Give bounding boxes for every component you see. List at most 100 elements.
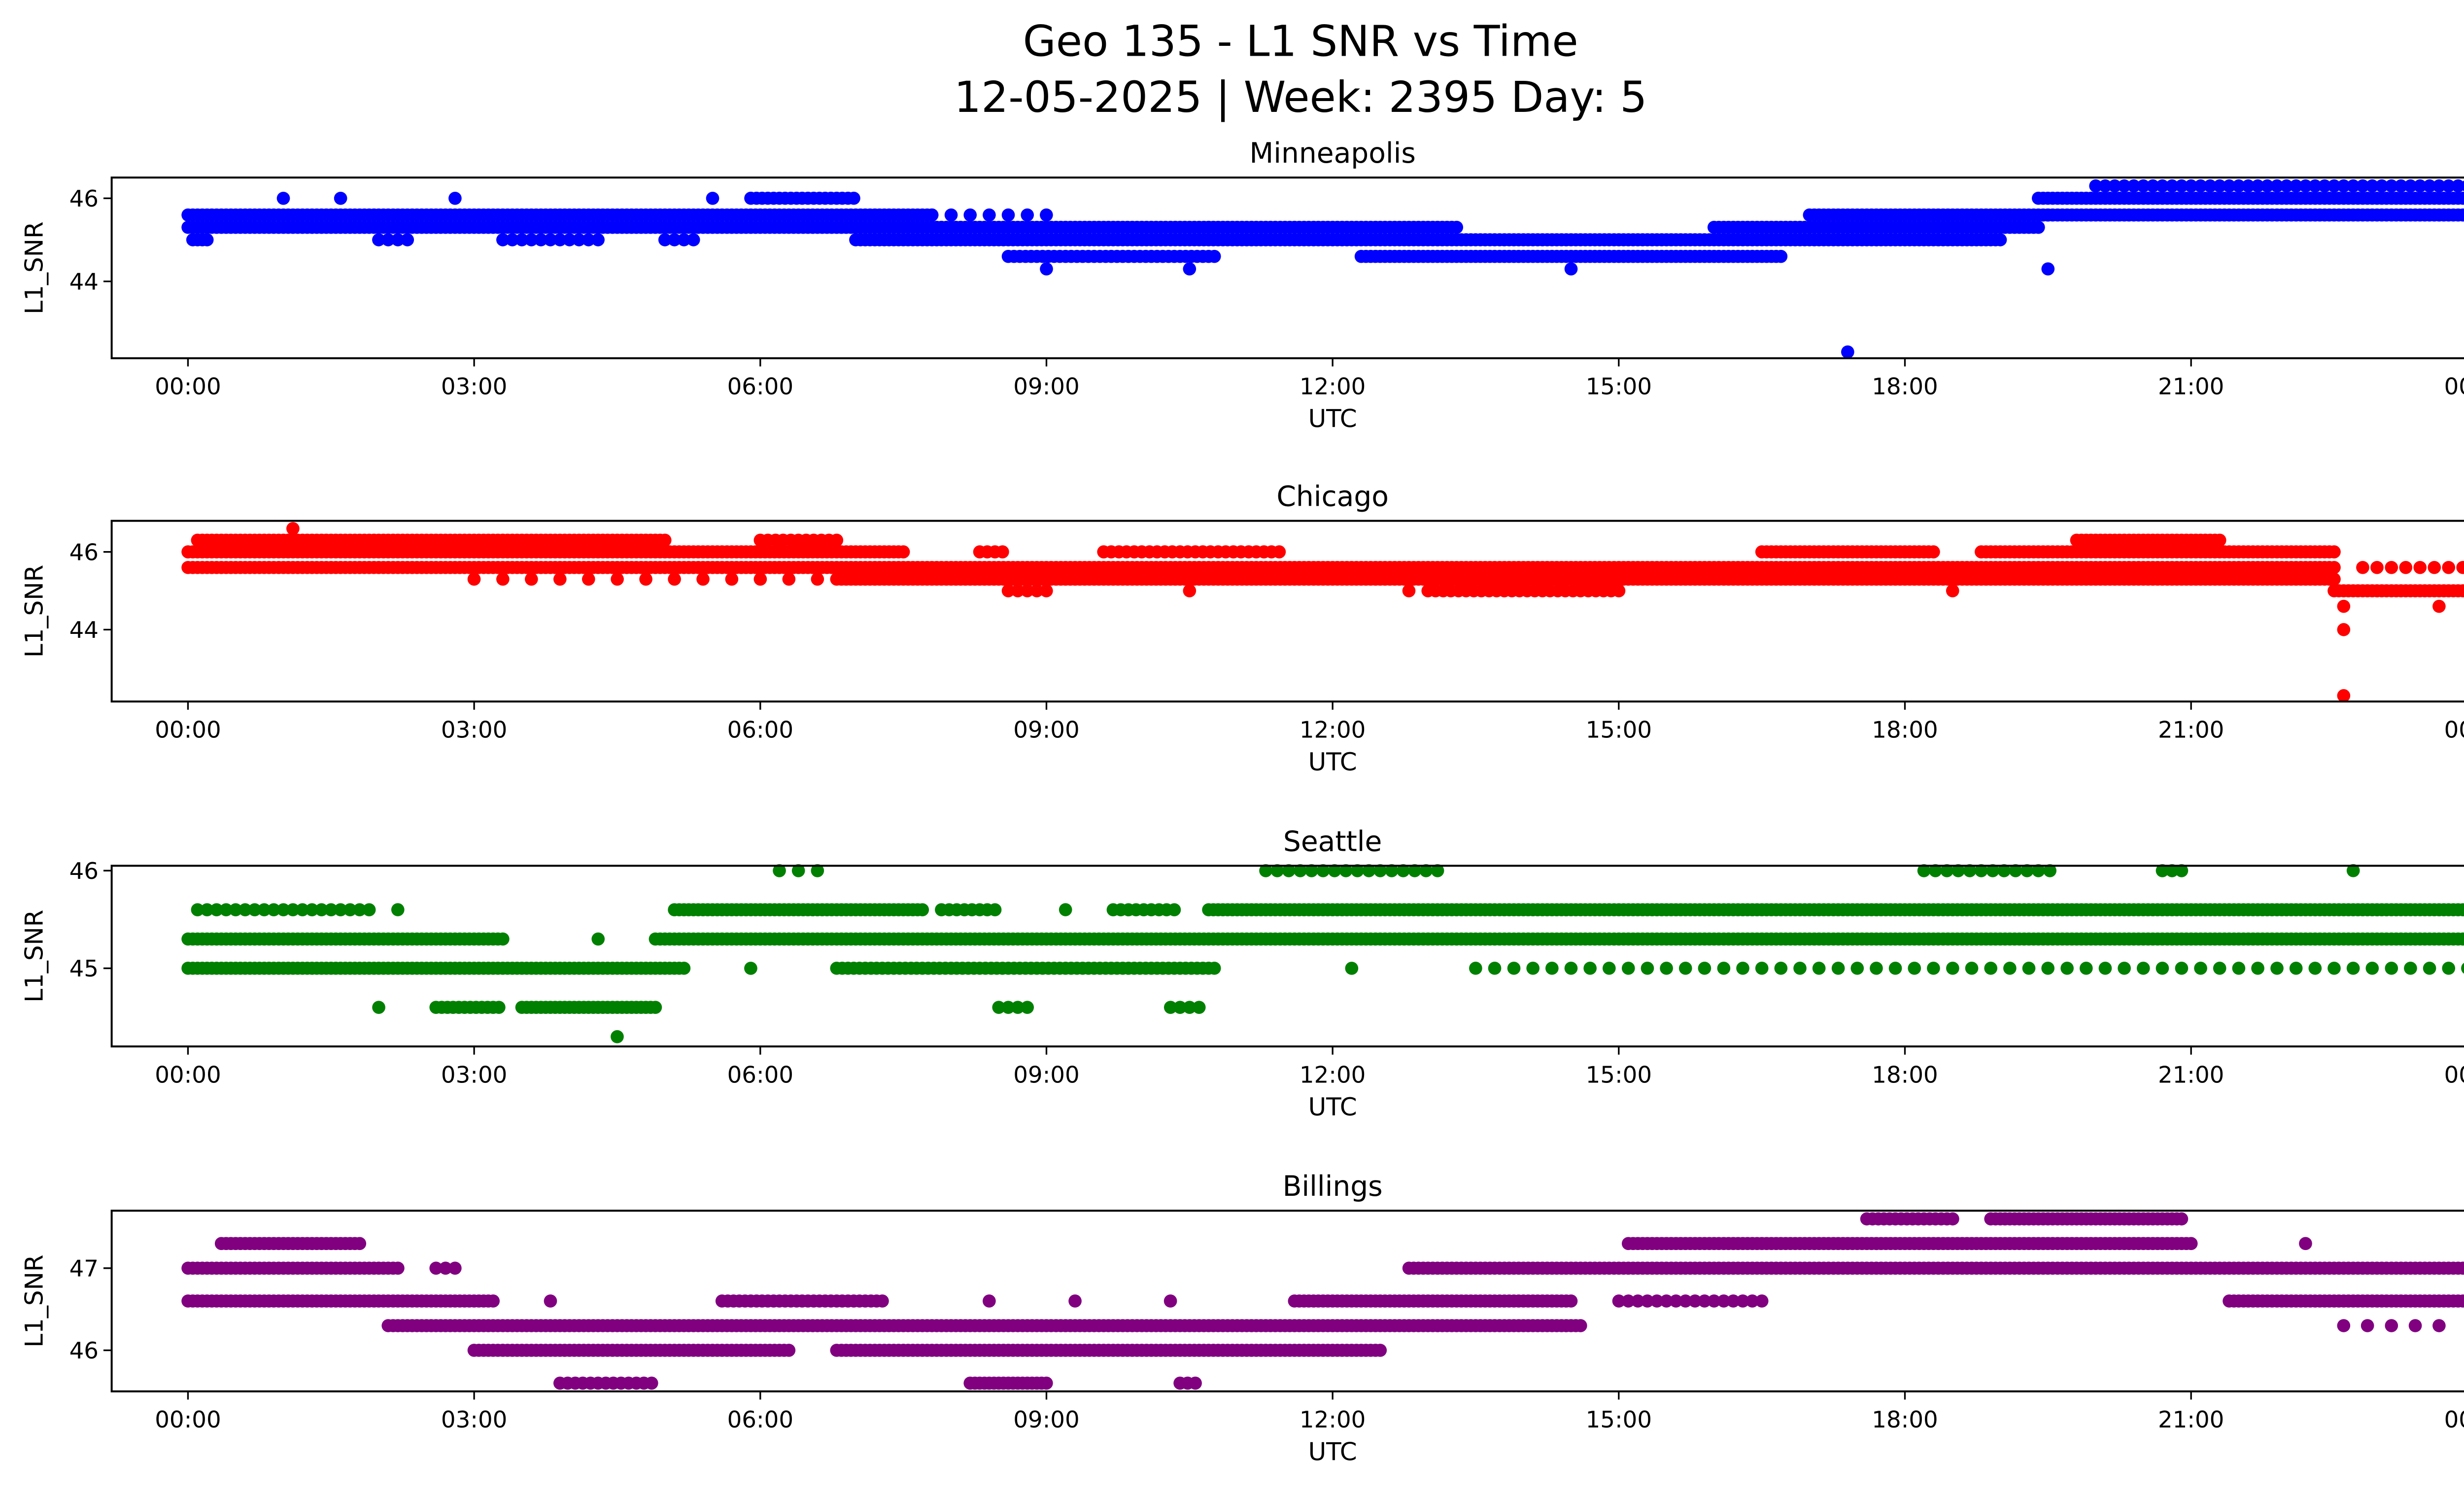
data-point <box>2194 179 2207 193</box>
x-axis-label: UTC <box>1308 1438 1357 1466</box>
data-point <box>2423 179 2436 193</box>
data-point <box>668 572 681 586</box>
data-point <box>611 572 624 586</box>
data-point <box>1450 220 1464 234</box>
data-point <box>658 533 672 547</box>
data-point <box>391 233 405 246</box>
data-point <box>782 572 796 586</box>
data-point <box>677 233 691 246</box>
data-point <box>1001 208 1015 222</box>
data-point <box>1984 962 1998 975</box>
data-point <box>1774 249 1788 263</box>
data-point <box>988 903 1002 917</box>
data-point <box>996 545 1009 558</box>
data-point <box>1688 1294 1702 1308</box>
data-point <box>1316 864 1330 877</box>
data-point <box>200 903 214 917</box>
data-point <box>1328 864 1341 877</box>
data-point <box>2241 179 2255 193</box>
data-point <box>1373 864 1387 877</box>
data-point <box>1564 1294 1578 1308</box>
outlier-point <box>334 192 347 205</box>
data-point <box>2432 179 2446 193</box>
x-tick-label: 00:00 <box>2444 1062 2464 1088</box>
data-point <box>2408 1319 2422 1332</box>
data-point <box>353 1237 367 1251</box>
data-point <box>1564 962 1578 975</box>
subplot-title: Chicago <box>1276 481 1389 513</box>
data-point <box>1207 962 1221 975</box>
data-point <box>486 1294 500 1308</box>
data-point <box>1946 962 1959 975</box>
data-point <box>496 233 510 246</box>
data-point <box>239 903 252 917</box>
x-tick-label: 09:00 <box>1013 717 1079 744</box>
data-point <box>2108 179 2122 193</box>
data-point <box>1736 1294 1749 1308</box>
data-points <box>181 1212 2464 1390</box>
data-point <box>1678 1294 1692 1308</box>
data-point <box>639 572 652 586</box>
data-point <box>1831 962 1845 975</box>
data-point <box>1583 962 1597 975</box>
data-point <box>1183 1001 1197 1014</box>
x-tick-label: 15:00 <box>1586 717 1652 744</box>
data-point <box>2346 962 2360 975</box>
data-point <box>315 903 328 917</box>
data-point <box>2299 179 2312 193</box>
data-points <box>181 179 2464 359</box>
data-point <box>439 1261 452 1275</box>
x-tick-label: 00:00 <box>155 1407 221 1433</box>
outlier-point <box>1564 262 1578 276</box>
data-point <box>2461 1295 2464 1307</box>
data-point <box>1339 864 1353 877</box>
x-tick-label: 00:00 <box>2444 374 2464 400</box>
data-point <box>686 233 700 246</box>
data-point <box>1707 1294 1721 1308</box>
outlier-point <box>391 903 405 916</box>
data-point <box>1039 208 1053 222</box>
data-point <box>2461 209 2464 221</box>
data-point <box>2098 962 2112 975</box>
y-axis-label: L1_SNR <box>20 565 49 658</box>
data-point <box>582 233 595 246</box>
data-point <box>492 1001 506 1014</box>
data-point <box>2461 904 2464 915</box>
x-tick-label: 12:00 <box>1300 1062 1366 1088</box>
data-point <box>1755 962 1769 975</box>
data-point <box>334 903 347 917</box>
x-tick-label: 00:00 <box>2444 1407 2464 1433</box>
data-point <box>1678 962 1692 975</box>
data-point <box>2175 864 2189 877</box>
x-tick-label: 21:00 <box>2158 717 2224 744</box>
data-point <box>1011 584 1025 597</box>
data-point <box>2385 1319 2398 1332</box>
data-point <box>2032 864 2045 877</box>
data-point <box>2461 180 2464 192</box>
data-point <box>2165 179 2179 193</box>
data-point <box>372 233 385 246</box>
x-tick-label: 09:00 <box>1013 1407 1079 1433</box>
outlier-point <box>1402 584 1416 597</box>
y-axis-label: L1_SNR <box>20 909 49 1002</box>
x-tick-label: 00:00 <box>155 717 221 744</box>
data-point <box>496 572 510 586</box>
data-point <box>429 1261 443 1275</box>
data-point <box>1469 962 1482 975</box>
y-tick-label: 46 <box>69 1338 99 1364</box>
data-point <box>1259 864 1272 877</box>
data-point <box>1602 962 1616 975</box>
x-axis-label: UTC <box>1308 1093 1357 1121</box>
data-point <box>2327 572 2341 586</box>
outlier-point <box>706 192 719 205</box>
data-point <box>2136 179 2150 193</box>
data-point <box>811 864 824 877</box>
data-point <box>2118 962 2131 975</box>
data-point <box>391 1261 405 1275</box>
data-point <box>401 233 414 246</box>
data-point <box>1373 1344 1387 1357</box>
data-point <box>2461 193 2464 204</box>
outlier-point <box>611 1030 624 1043</box>
